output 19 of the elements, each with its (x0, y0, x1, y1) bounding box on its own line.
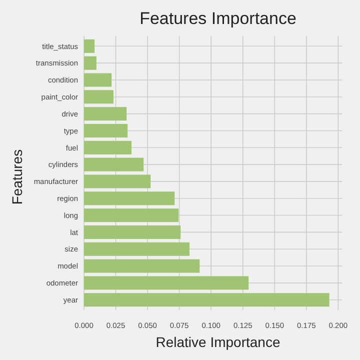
bar (84, 56, 96, 70)
bar (84, 259, 200, 273)
bar (84, 208, 179, 222)
x-axis-title: Relative Importance (156, 334, 280, 350)
bar (84, 174, 151, 188)
bar (84, 73, 112, 87)
bar (84, 242, 190, 256)
bar (84, 192, 175, 206)
bar (84, 293, 330, 307)
bar (84, 158, 144, 172)
bar (84, 225, 181, 239)
bar (84, 107, 127, 121)
chart-title: Features Importance (140, 9, 296, 28)
bar (84, 124, 128, 138)
y-axis-title: Features (9, 149, 25, 205)
bar (84, 90, 114, 104)
bar (84, 140, 132, 154)
bar (84, 39, 95, 53)
bar (84, 276, 249, 290)
